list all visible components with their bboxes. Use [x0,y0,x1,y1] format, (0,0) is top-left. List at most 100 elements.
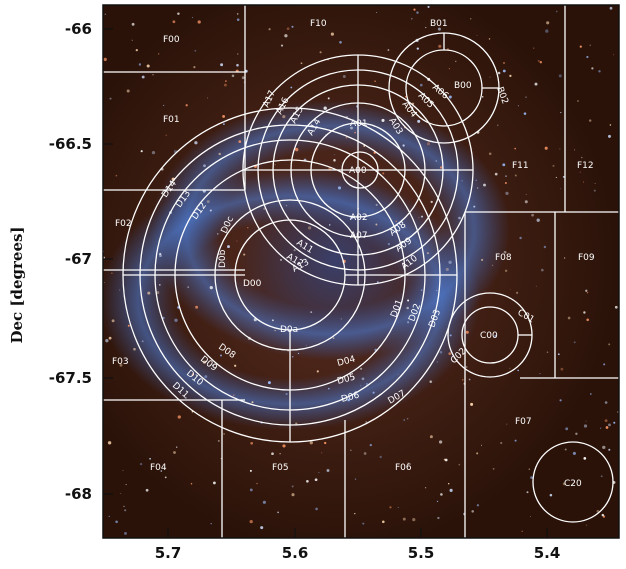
star [347,398,350,402]
star [559,399,562,402]
star [108,336,112,340]
star [220,458,222,459]
star [560,188,562,190]
star [544,146,548,150]
star [212,481,216,485]
star [120,492,122,494]
star [602,445,606,450]
star [359,367,363,370]
star [125,484,127,486]
star [505,191,509,196]
x-tick-label: 5.4 [534,544,561,562]
star [233,394,235,397]
star [605,426,609,429]
y-tick-label: -66.5 [49,135,92,153]
star [476,504,480,507]
star [122,469,124,471]
star [187,286,190,288]
region-label: F01 [163,115,180,125]
region-label: F07 [515,417,532,427]
star [562,482,566,486]
star [223,83,227,87]
star [574,149,576,151]
star [545,29,549,33]
region-label: C00 [480,331,498,341]
region-label: A00 [349,166,367,176]
star [204,375,208,379]
star [375,203,378,206]
region-label: C20 [564,479,582,489]
star [494,172,498,176]
star [436,361,438,363]
star [241,76,245,80]
star [291,355,294,358]
star [220,63,224,67]
star [517,369,519,372]
star [249,488,253,492]
star [436,500,439,503]
star [111,319,115,323]
star [429,380,432,383]
star [220,354,222,357]
region-label: D06 [340,390,361,404]
star [375,223,378,226]
star [560,112,562,114]
y-tick-labels: -66 -66.5 -67 -67.5 -68 [49,20,92,503]
star [497,71,501,75]
star [282,444,286,448]
star [402,517,406,521]
star [297,352,300,355]
star [172,20,176,24]
star [483,183,486,187]
star [263,207,266,210]
star [407,299,410,302]
star [546,21,550,25]
region-label: F12 [577,161,594,171]
y-tick-label: -68 [65,485,92,503]
star [395,220,397,223]
region-label: F06 [395,463,412,473]
star [514,147,517,150]
star [503,250,507,254]
star [575,432,578,436]
star [567,316,571,320]
star [149,457,151,460]
star [608,134,611,138]
star [468,378,471,381]
star [236,13,239,15]
star [502,163,506,167]
star [174,318,178,322]
star [105,339,109,343]
star [586,291,589,294]
region-label: A02 [350,213,368,223]
star [525,194,527,195]
star [543,245,547,249]
star [609,124,612,126]
star [494,334,497,338]
star [374,80,376,83]
star [309,441,313,445]
star [552,164,555,167]
star [173,451,176,454]
star [342,75,346,78]
star [530,516,531,517]
star [256,482,258,485]
star [159,252,162,256]
star [536,218,540,222]
star [190,482,193,485]
star [473,205,476,208]
star [470,402,474,406]
star [243,253,246,256]
star [523,112,527,115]
star [458,216,461,220]
star [267,381,271,385]
star [516,291,519,294]
x-tick-label: 5.6 [282,544,309,562]
star [177,12,180,15]
star [583,311,586,314]
star [613,54,615,56]
star [594,183,596,184]
star [352,377,354,379]
star [601,513,605,517]
star [177,415,181,419]
